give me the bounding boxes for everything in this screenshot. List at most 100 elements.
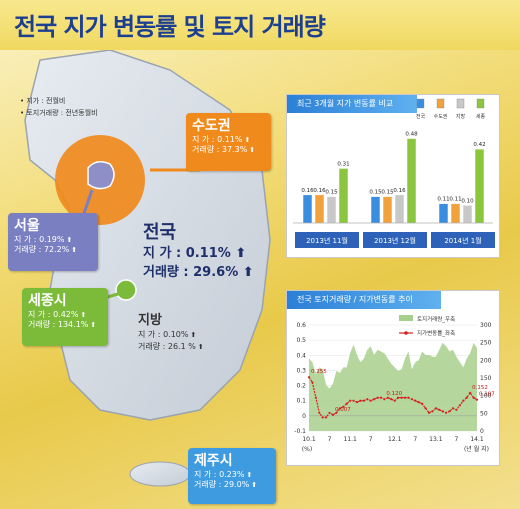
data-annotation: 0.255 — [311, 369, 327, 375]
land-price-point — [366, 398, 369, 401]
y-left-tick-label: -0.1 — [294, 428, 306, 435]
data-annotation: 0.152 — [472, 385, 488, 391]
y-right-tick-label: 100 — [480, 393, 492, 400]
category-label: 2013년 11월 — [306, 236, 348, 245]
land-price-point — [445, 411, 448, 414]
land-price-point — [331, 413, 335, 416]
bar-value-label: 0.10 — [461, 198, 474, 204]
jeju-land-row: 지 가 : 0.23% ⬆ — [194, 470, 253, 479]
bar-value-label: 0.16 — [301, 188, 314, 194]
land-price-point — [321, 416, 324, 419]
bar-value-label: 0.16 — [313, 188, 326, 194]
y-left-tick-label: 0 — [302, 413, 306, 420]
up-arrow-icon: ⬆ — [249, 146, 256, 154]
bar-value-label: 0.15 — [381, 190, 394, 196]
nation-volume-row: 거래량 : 29.6% ⬆ — [143, 265, 254, 280]
y-right-tick-label: 50 — [480, 410, 488, 417]
land-price-point — [469, 391, 472, 394]
land-price-point — [390, 398, 393, 401]
legend-line-label: 지가변동률_좌축 — [417, 329, 455, 337]
land-price-point — [458, 404, 461, 407]
data-annotation: 0.007 — [335, 407, 351, 413]
bar — [382, 196, 393, 224]
legend-label-0: 전국 — [416, 113, 426, 120]
category-label: 2014년 1월 — [444, 236, 481, 245]
land-price-point — [386, 396, 389, 399]
up-arrow-icon: ⬆ — [197, 343, 204, 351]
x-tick-label: 7 — [328, 436, 332, 443]
bar-chart-title: 최근 3개월 지가 변동률 비교 — [287, 95, 417, 113]
capital-card: 수도권 지 가 : 0.11% ⬆ 거래량 : 37.3% ⬆ — [186, 113, 271, 171]
y-right-tick-label: 250 — [480, 340, 492, 347]
bar-value-label: 0.42 — [473, 142, 485, 148]
land-price-point — [335, 411, 338, 414]
y-left-tick-label: 0.4 — [296, 352, 306, 359]
land-price-point — [475, 398, 479, 401]
bar — [462, 205, 473, 224]
data-annotation: 0.120 — [386, 391, 402, 397]
jibang-summary: 지방 지 가 : 0.10% ⬆ 거래량 : 26.1 % ⬆ — [138, 312, 204, 353]
land-price-point — [462, 399, 465, 402]
land-price-point — [311, 381, 314, 384]
up-arrow-icon: ⬆ — [251, 481, 258, 489]
title-bar: 전국 지가 변동률 및 토지 거래량 — [0, 0, 520, 50]
land-price-point — [383, 398, 386, 401]
land-price-point — [338, 407, 341, 410]
land-price-point — [434, 407, 437, 410]
bar — [302, 194, 313, 224]
x-tick-label: 7 — [455, 436, 459, 443]
land-price-point — [314, 396, 317, 399]
x-tick-label: 7 — [413, 436, 417, 443]
bar-value-label: 0.11 — [449, 197, 461, 203]
land-price-point — [407, 396, 410, 399]
jeju-card: 제주시 지 가 : 0.23% ⬆ 거래량 : 29.0% ⬆ — [188, 448, 276, 504]
capital-volume-row: 거래량 : 37.3% ⬆ — [192, 145, 256, 154]
land-price-point — [421, 402, 424, 405]
bar — [338, 168, 349, 224]
sejong-land-row: 지 가 : 0.42% ⬆ — [28, 310, 87, 319]
bar — [314, 194, 325, 224]
y-left-tick-label: 0.1 — [296, 398, 306, 405]
jeju-island — [129, 461, 191, 487]
legend-line-marker — [404, 331, 408, 335]
land-price-point — [379, 396, 383, 399]
seoul-land-row: 지 가 : 0.19% ⬆ — [14, 235, 73, 244]
land-price-point — [373, 398, 376, 401]
bar-value-label: 0.15 — [325, 190, 338, 196]
land-price-point — [352, 399, 355, 402]
x-tick-label: 13.1 — [429, 436, 443, 443]
category-label: 2013년 12월 — [374, 236, 416, 245]
land-price-point — [342, 405, 345, 408]
up-arrow-icon: ⬆ — [246, 471, 253, 479]
legend-area-swatch — [399, 315, 413, 321]
land-price-point — [455, 408, 458, 411]
land-price-point — [400, 396, 403, 399]
bar-value-label: 0.11 — [437, 197, 449, 203]
category-band — [295, 232, 359, 248]
seoul-outline — [87, 161, 115, 190]
land-price-point — [355, 401, 359, 404]
up-arrow-icon: ⬆ — [71, 246, 78, 254]
land-price-point — [328, 411, 331, 414]
land-price-point — [369, 399, 372, 402]
land-price-point — [465, 396, 468, 399]
legend-label-3: 세종 — [476, 113, 486, 120]
bar-value-label: 0.31 — [337, 161, 349, 167]
up-arrow-icon: ⬆ — [66, 236, 73, 244]
up-arrow-icon: ⬆ — [242, 265, 254, 280]
land-price-point — [345, 402, 348, 405]
volume-area — [309, 342, 477, 431]
legend-swatch-0 — [416, 98, 425, 109]
x-tick-label: 11.1 — [343, 436, 357, 443]
land-price-point — [393, 399, 396, 402]
land-price-point — [359, 399, 362, 402]
up-arrow-icon: ⬆ — [90, 321, 97, 329]
legend-swatch-2 — [456, 98, 465, 109]
land-price-point — [362, 399, 365, 402]
bar — [326, 196, 337, 224]
category-band — [431, 232, 495, 248]
bar — [450, 203, 461, 224]
